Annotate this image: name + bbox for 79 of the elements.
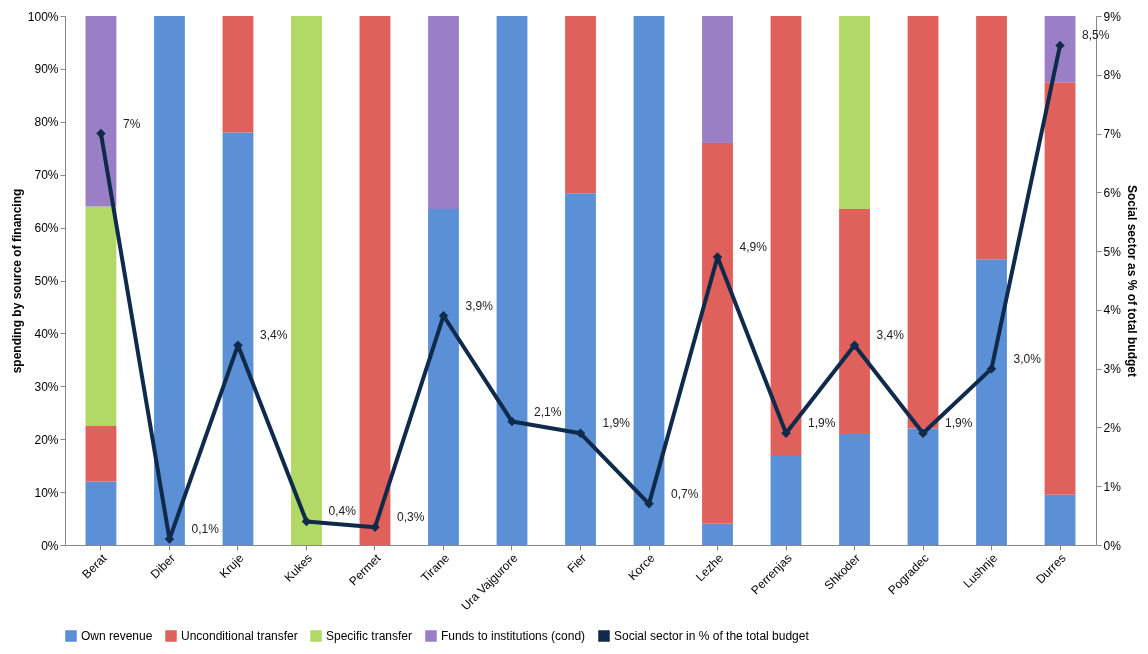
bar [428, 209, 459, 545]
bar [770, 16, 802, 456]
bar [976, 16, 1007, 260]
y2-tick-label: 6% [1103, 185, 1122, 200]
legend-label: Social sector in % of the total budget [614, 629, 810, 643]
x-tick-label: Fier [564, 551, 589, 576]
y2-axis-title: Social sector as % of total budget [1124, 184, 1139, 378]
data-label: 3,0% [1013, 351, 1042, 366]
y2-tick-label: 0% [1103, 538, 1122, 553]
bar [702, 142, 733, 524]
y-axis-title: spending by source of financing [9, 188, 24, 374]
bar [907, 16, 939, 429]
bar [976, 259, 1007, 545]
y-tick-label: 0% [41, 538, 59, 553]
data-label: 0,7% [671, 486, 699, 501]
bar [85, 481, 117, 545]
data-label: 1,9% [945, 416, 973, 431]
bar [839, 16, 870, 210]
y-tick-label: 90% [34, 62, 59, 77]
y-tick-label: 50% [34, 274, 59, 288]
bar [496, 16, 528, 545]
y-tick-label: 10% [34, 485, 59, 500]
y2-tick-label: 7% [1103, 127, 1122, 142]
data-label: 7% [122, 116, 141, 131]
data-label: 8,5% [1082, 28, 1110, 43]
y2-tick-label: 1% [1103, 479, 1122, 494]
y-tick-label: 70% [34, 168, 59, 183]
bar [565, 193, 596, 545]
bar [702, 523, 733, 545]
bar [702, 16, 733, 143]
y2-tick-label: 4% [1103, 303, 1122, 318]
data-label: 1,9% [602, 416, 631, 431]
y-tick-label: 100% [27, 9, 59, 24]
legend-label: Unconditional transfer [181, 629, 298, 643]
bar [222, 16, 254, 133]
data-label: 4,9% [739, 239, 768, 254]
data-label: 3,4% [876, 328, 905, 343]
bar [1044, 82, 1076, 495]
bar [633, 16, 665, 545]
bar [222, 132, 254, 545]
point [986, 363, 997, 374]
bar [770, 455, 802, 545]
data-label: 3,9% [465, 298, 494, 313]
point [849, 340, 860, 350]
bar [839, 209, 870, 434]
data-label: 0,1% [191, 522, 220, 537]
bar [291, 16, 322, 545]
point [918, 428, 928, 439]
y2-tick-label: 5% [1103, 244, 1122, 259]
data-label: 3,4% [259, 328, 288, 343]
y-tick-label: 40% [34, 326, 59, 341]
legend-label: Specific transfer [326, 629, 413, 643]
y-tick-label: 60% [34, 221, 59, 236]
y2-tick-label: 9% [1103, 9, 1122, 24]
data-label: 0,3% [396, 510, 425, 525]
bar [85, 16, 117, 207]
bar [428, 16, 459, 210]
bar [1044, 16, 1076, 83]
data-label: 0,4% [328, 504, 357, 519]
data-label: 1,9% [808, 416, 836, 431]
legend-label: Funds to institutions (cond) [441, 629, 586, 643]
bar [154, 16, 185, 545]
point [575, 428, 586, 439]
legend-label: Own revenue [81, 629, 153, 643]
y-tick-label: 30% [34, 379, 59, 394]
y2-tick-label: 3% [1103, 362, 1122, 377]
bar [907, 428, 939, 545]
bar [85, 206, 117, 426]
y2-tick-label: 2% [1103, 420, 1122, 435]
y2-tick-label: 8% [1103, 68, 1122, 83]
y-tick-label: 20% [34, 432, 59, 447]
bar [85, 425, 117, 482]
bar [359, 16, 391, 545]
data-label: 2,1% [533, 404, 562, 419]
y-tick-label: 80% [34, 115, 59, 130]
bar [565, 16, 596, 194]
bar [839, 433, 870, 545]
point [781, 428, 791, 439]
bar [1044, 494, 1076, 545]
